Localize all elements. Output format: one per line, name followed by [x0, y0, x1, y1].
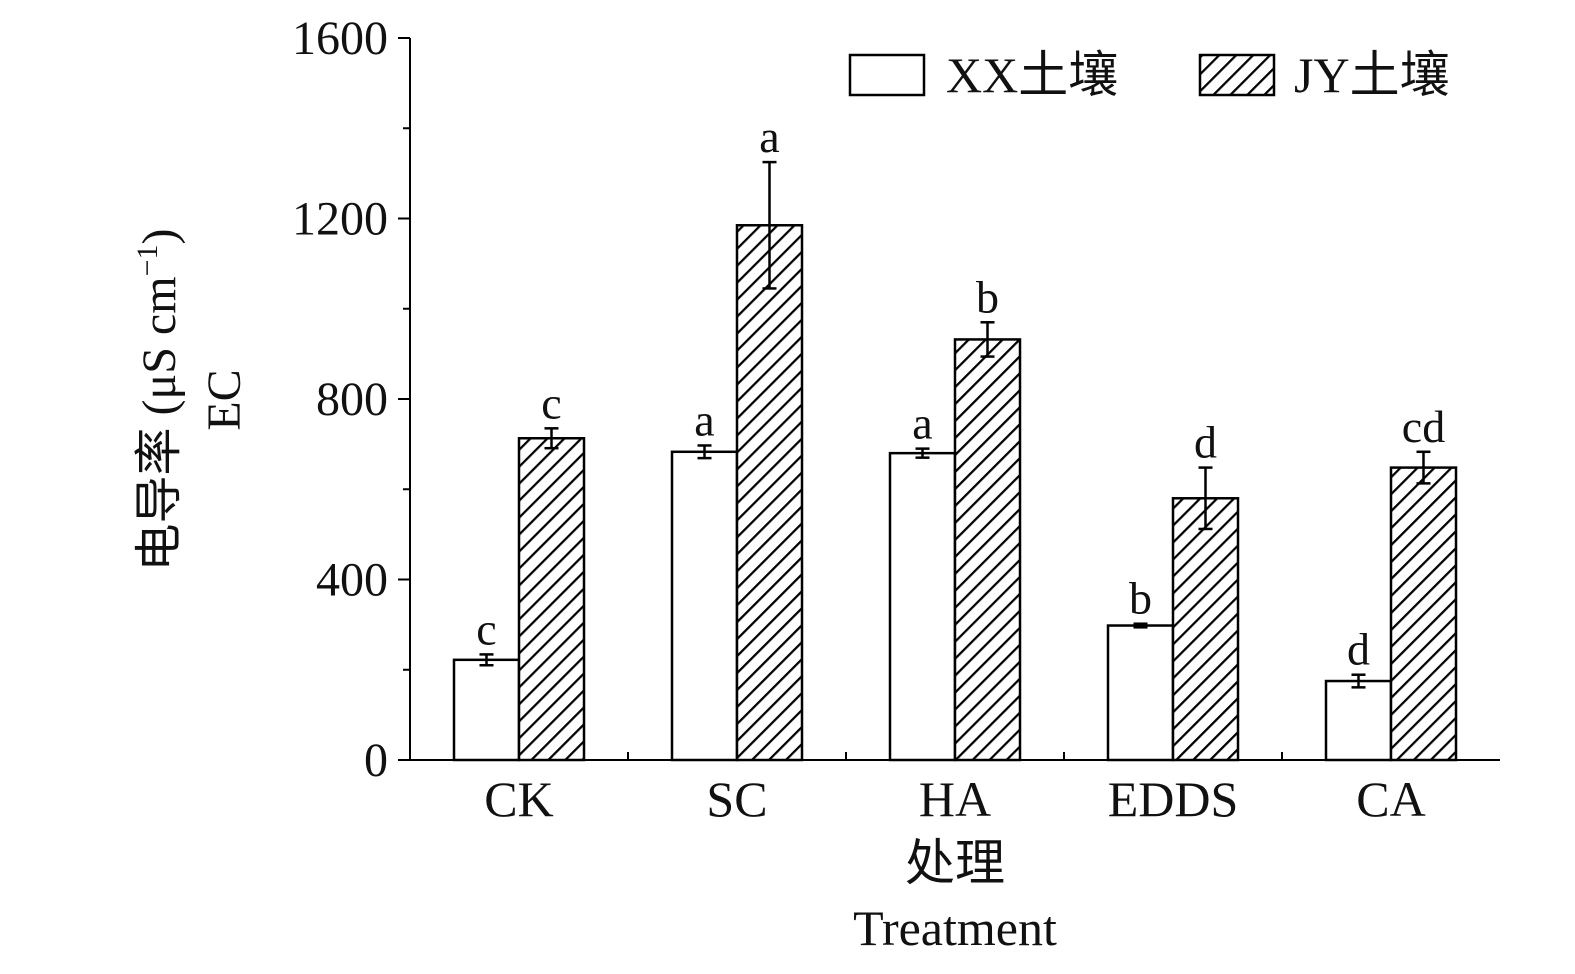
bars [452, 224, 1458, 762]
bar-xx [670, 450, 739, 762]
category-label: HA [919, 771, 991, 827]
bar-jy [1171, 497, 1240, 762]
category-labels: CK SC HA EDDS CA [484, 771, 1425, 827]
x-axis-title-en: Treatment [853, 900, 1057, 956]
y-axis-title-en: EC [198, 369, 251, 430]
bar-jy [953, 338, 1022, 762]
significance-label: a [912, 398, 932, 449]
legend: XX土壤 JY土壤 [848, 47, 1450, 103]
bar-xx [1106, 624, 1175, 762]
y-tick-label: 0 [364, 734, 388, 787]
y-axis-title-main: 电导率 (μS cm [133, 276, 186, 571]
significance-labels: c c a a a b b d d cd [476, 111, 1445, 675]
error-bars [479, 160, 1431, 689]
bar-xx [888, 451, 957, 762]
y-axis-title-end: ) [133, 229, 186, 245]
significance-label: b [1129, 573, 1152, 624]
bar-jy [735, 224, 804, 762]
y-axis-title: 电导率 (μS cm−1) [131, 229, 186, 572]
category-label: EDDS [1108, 771, 1239, 827]
significance-label: d [1347, 624, 1370, 675]
y-tick-label: 1200 [292, 193, 388, 246]
legend-label-jy: JY土壤 [1294, 47, 1450, 103]
y-tick-label: 800 [316, 373, 388, 426]
x-ticks [627, 752, 1283, 760]
significance-label: c [476, 603, 496, 654]
bar-xx [1324, 679, 1393, 762]
significance-label: b [976, 271, 999, 322]
bar-jy [1389, 466, 1458, 762]
legend-swatch-xx [848, 53, 926, 97]
legend-label-xx: XX土壤 [946, 47, 1118, 103]
category-label: SC [706, 771, 767, 827]
bar-jy [517, 437, 586, 762]
y-ticks: 0 400 800 1200 1600 [292, 12, 410, 787]
y-tick-label: 400 [316, 554, 388, 607]
x-axis-title: 处理 [905, 835, 1005, 891]
y-axis-title-sup: −1 [131, 245, 164, 277]
significance-label: a [759, 111, 779, 162]
significance-label: d [1194, 417, 1217, 468]
significance-label: a [694, 394, 714, 445]
category-label: CK [484, 771, 553, 827]
y-tick-label: 1600 [292, 12, 388, 65]
significance-label: c [541, 377, 561, 428]
category-label: CA [1356, 771, 1425, 827]
bar-xx [452, 658, 521, 762]
significance-label: cd [1402, 401, 1445, 452]
legend-swatch-jy [1198, 53, 1276, 97]
